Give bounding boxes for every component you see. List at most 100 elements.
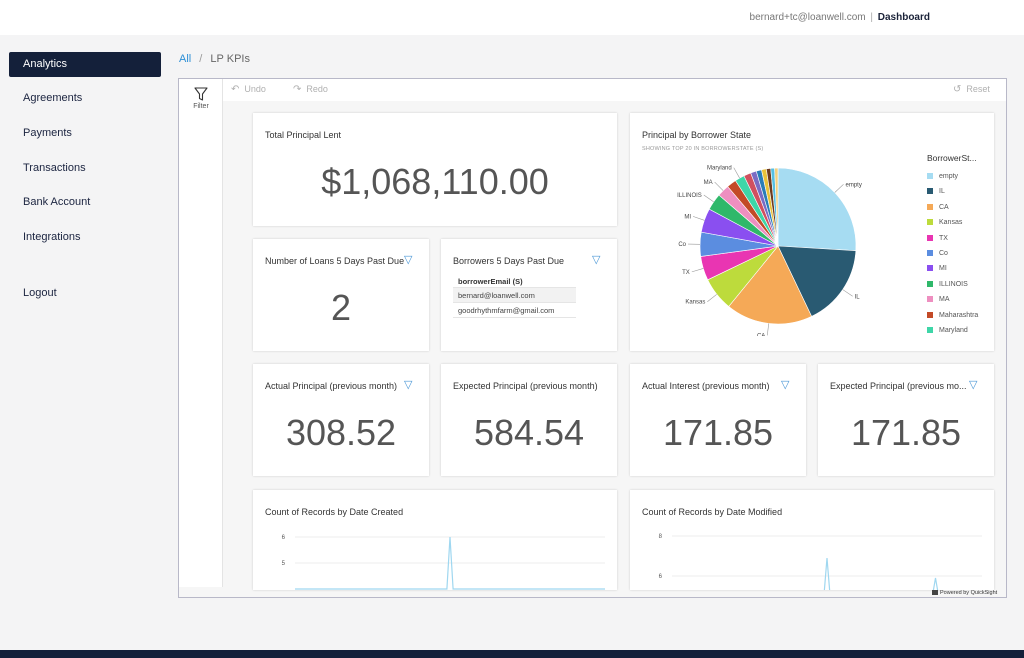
legend-label: Kansas (939, 219, 963, 227)
kpi-value: $1,068,110.00 (321, 161, 549, 202)
card-expected-principal-2: Expected Principal (previous mo... ▽ 171… (818, 364, 994, 476)
line-chart-modified[interactable]: 86 (630, 490, 994, 590)
legend-swatch (927, 280, 933, 287)
quicksight-icon (932, 590, 938, 595)
legend-swatch (927, 249, 933, 256)
legend-item[interactable]: IL (927, 188, 993, 203)
funnel-icon[interactable]: ▽ (404, 254, 413, 266)
line-chart-created[interactable]: 65 (253, 490, 617, 590)
top-header: bernard+tc@loanwell.com | Dashboard (0, 0, 1024, 35)
sidebar-item-agreements[interactable]: Agreements (23, 92, 83, 104)
user-email[interactable]: bernard+tc@loanwell.com (749, 12, 866, 23)
powered-by-label: Powered by QuickSight (940, 590, 998, 596)
legend-swatch (927, 234, 933, 241)
funnel-icon (194, 87, 208, 101)
pie-slice-empty[interactable] (777, 167, 857, 251)
table-row[interactable]: goodrhythmfarm@gmail.com (453, 303, 576, 318)
sidebar-item-analytics[interactable]: Analytics (9, 52, 161, 77)
legend-swatch (927, 203, 933, 210)
line-series[interactable] (672, 557, 982, 590)
pie-chart[interactable]: empty IL CA Kansas TX Co MI ILLINOIS MA Maryland (660, 161, 920, 336)
legend-item[interactable]: MA (927, 296, 993, 311)
dashboard-canvas: Total Principal Lent $1,068,110.00 Princ… (223, 101, 1006, 590)
legend-label: empty (939, 173, 959, 180)
pie-leader-line (691, 268, 704, 273)
funnel-icon[interactable]: ▽ (404, 379, 413, 391)
filter-panel: Filter (179, 79, 223, 587)
card-loans-past-due: Number of Loans 5 Days Past Due ▽ 2 (253, 239, 429, 351)
reset-label: Reset (966, 84, 990, 94)
legend-label: ILLINOIS (939, 280, 968, 288)
card-borrowers-past-due: Borrowers 5 Days Past Due ▽ borrowerEmai… (441, 239, 617, 351)
powered-by: Powered by QuickSight (932, 587, 1006, 597)
kpi-value: 171.85 (662, 412, 774, 453)
card-actual-interest: Actual Interest (previous month) ▽ 171.8… (630, 364, 806, 476)
pie-slice[interactable] (774, 167, 779, 247)
pie-leader-line (714, 181, 724, 191)
funnel-icon[interactable]: ▽ (781, 379, 790, 391)
redo-label: Redo (306, 84, 328, 94)
card-actual-principal: Actual Principal (previous month) ▽ 308.… (253, 364, 429, 476)
kpi-value: 171.85 (850, 412, 962, 453)
redo-button[interactable]: ↷ Redo (293, 84, 328, 95)
card-title: Borrowers 5 Days Past Due (453, 256, 565, 266)
pie-slice-label: CA (757, 333, 765, 336)
legend-item[interactable]: Maryland (927, 326, 993, 342)
table-row[interactable]: bernard@loanwell.com (453, 288, 576, 303)
filter-label: Filter (193, 103, 209, 110)
card-title: Number of Loans 5 Days Past Due (265, 256, 405, 266)
filter-button[interactable]: Filter (187, 87, 215, 110)
legend-item[interactable]: empty (927, 173, 993, 188)
card-title: Actual Principal (previous month) (265, 381, 398, 391)
pie-slice-label: IL (855, 294, 861, 300)
sidebar-item-integrations[interactable]: Integrations (23, 231, 81, 243)
pie-leader-line (834, 184, 844, 193)
legend-item[interactable]: Co (927, 249, 993, 265)
sidebar-item-transactions[interactable]: Transactions (23, 162, 86, 174)
card-total-principal: Total Principal Lent $1,068,110.00 (253, 113, 617, 226)
legend-swatch (927, 265, 933, 272)
legend-item[interactable]: Kansas (927, 219, 993, 234)
pie-leader-line (733, 167, 740, 179)
funnel-icon[interactable]: ▽ (969, 379, 978, 391)
legend-label: Co (939, 249, 948, 257)
chart-subtitle: SHOWING TOP 20 IN BORROWERSTATE (S) (642, 146, 764, 152)
redo-icon: ↷ (293, 84, 302, 95)
sidebar-item-logout[interactable]: Logout (23, 287, 57, 299)
card-principal-by-state: Principal by Borrower State SHOWING TOP … (630, 113, 994, 351)
borrower-table: borrowerEmail (S) bernard@loanwell.com g… (453, 273, 576, 318)
legend-item[interactable]: MI (927, 265, 993, 280)
pie-leader-line (703, 194, 714, 203)
table-header[interactable]: borrowerEmail (S) (453, 273, 576, 288)
header-separator: | (870, 12, 873, 23)
legend-swatch (927, 311, 933, 318)
y-tick-label: 6 (282, 535, 286, 541)
breadcrumb-separator: / (199, 53, 203, 65)
sidebar-item-bank-account[interactable]: Bank Account (23, 196, 91, 208)
pie-leader-line (767, 323, 770, 336)
sidebar: Analytics Agreements Payments Transactio… (0, 35, 170, 650)
undo-icon: ↶ (231, 84, 240, 95)
pie-slice-label: empty (846, 182, 862, 188)
legend-swatch (927, 326, 933, 333)
sidebar-item-payments[interactable]: Payments (23, 127, 72, 139)
legend-item[interactable]: ILLINOIS (927, 280, 993, 296)
dashboard-link[interactable]: Dashboard (877, 12, 930, 23)
reset-button[interactable]: ↺ Reset (953, 84, 990, 95)
legend-item[interactable]: CA (927, 203, 993, 219)
legend-swatch (927, 296, 933, 303)
funnel-icon[interactable]: ▽ (592, 254, 601, 266)
undo-button[interactable]: ↶ Undo (231, 84, 266, 95)
legend-item[interactable]: Maharashtra (927, 311, 993, 327)
breadcrumb-all[interactable]: All (179, 53, 192, 65)
card-title: Principal by Borrower State (642, 130, 752, 140)
legend-item[interactable]: TX (927, 234, 993, 250)
kpi-value: 584.54 (473, 412, 585, 453)
pie-slice-label: Co (678, 242, 686, 248)
card-title: Total Principal Lent (265, 130, 342, 140)
legend-label: Maharashtra (939, 311, 979, 319)
line-series[interactable] (295, 536, 605, 590)
kpi-value: 2 (330, 287, 352, 328)
card-title: Expected Principal (previous mo... (830, 381, 967, 391)
